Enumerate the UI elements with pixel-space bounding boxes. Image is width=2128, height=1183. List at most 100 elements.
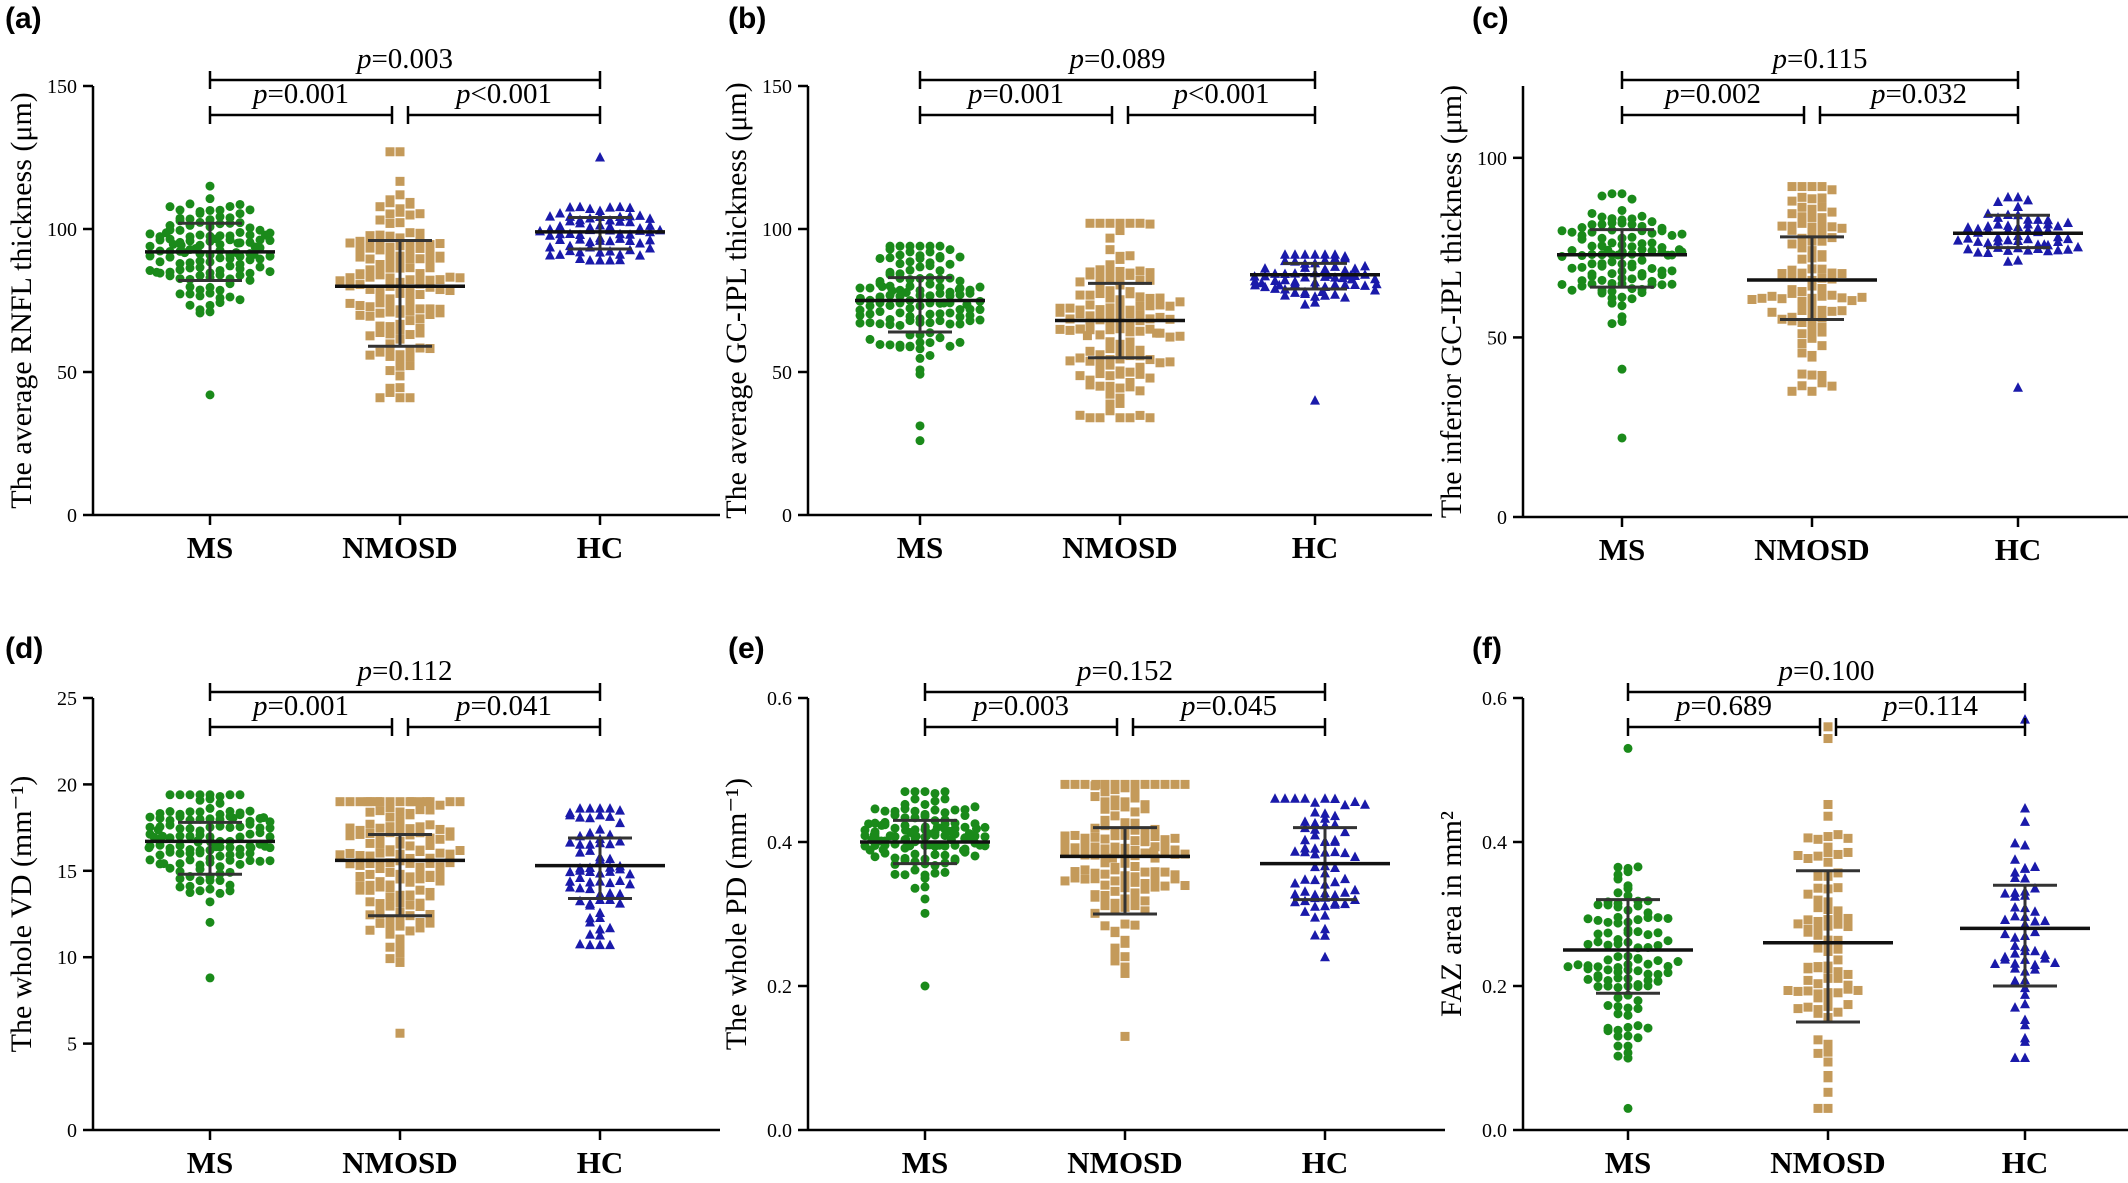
data-point <box>1817 284 1827 294</box>
data-point <box>615 836 625 846</box>
data-point <box>1145 413 1155 423</box>
data-point <box>1160 842 1170 852</box>
data-point <box>1813 1035 1823 1045</box>
data-point <box>250 242 260 252</box>
data-point <box>1175 297 1185 307</box>
data-point <box>970 851 980 861</box>
data-point <box>1110 862 1120 872</box>
data-point <box>2030 916 2040 926</box>
data-point <box>1807 204 1817 214</box>
data-point <box>2010 1002 2020 1012</box>
data-point <box>1607 238 1617 248</box>
data-point <box>1833 955 1843 965</box>
data-point <box>1274 279 1285 290</box>
data-point <box>415 272 425 282</box>
data-point <box>365 254 375 264</box>
data-point <box>355 310 365 320</box>
data-point <box>385 307 395 317</box>
data-point <box>2020 802 2030 813</box>
data-point <box>1797 212 1807 222</box>
data-point <box>1125 327 1135 337</box>
data-point <box>1060 779 1070 789</box>
data-point <box>955 252 965 262</box>
data-point <box>1623 1022 1633 1032</box>
data-point <box>895 320 905 330</box>
data-point <box>245 268 255 278</box>
data-point <box>2013 382 2023 392</box>
data-point <box>175 259 185 269</box>
data-point <box>955 305 965 315</box>
data-point <box>1823 734 1833 744</box>
data-point <box>1340 799 1350 810</box>
data-point <box>415 209 425 219</box>
data-point <box>395 204 405 214</box>
data-point <box>615 249 625 259</box>
data-point <box>365 284 375 294</box>
data-point <box>185 831 195 841</box>
data-point <box>605 939 615 950</box>
y-axis-label: FAZ area in mm² <box>1435 811 1468 1017</box>
data-point <box>1105 273 1115 283</box>
data-point <box>1567 285 1577 295</box>
data-point <box>575 839 585 849</box>
data-point <box>1823 1070 1833 1080</box>
data-point <box>195 230 205 240</box>
data-point <box>355 236 365 246</box>
data-point <box>405 926 415 936</box>
data-point <box>1160 848 1170 858</box>
data-point <box>1843 847 1853 857</box>
data-point <box>425 891 435 901</box>
data-point <box>1803 889 1813 899</box>
data-point <box>1085 375 1095 385</box>
y-tick-label: 0 <box>1497 507 1507 529</box>
data-point <box>435 285 445 295</box>
data-point <box>395 807 405 817</box>
data-point <box>1310 829 1320 840</box>
data-point <box>1090 832 1100 842</box>
data-point <box>1110 886 1120 896</box>
data-point <box>2020 989 2030 999</box>
data-point <box>2010 872 2020 883</box>
data-point <box>1787 272 1797 282</box>
data-point <box>385 383 395 393</box>
data-point <box>1583 974 1593 984</box>
data-point <box>215 205 225 215</box>
data-point <box>1300 886 1310 896</box>
data-point <box>415 862 425 872</box>
series-nmosd <box>1055 218 1185 423</box>
data-point <box>1627 232 1637 242</box>
data-point <box>645 220 655 230</box>
data-point <box>1597 275 1607 285</box>
data-point <box>435 253 445 263</box>
data-point <box>2010 854 2020 864</box>
data-point <box>175 882 185 892</box>
data-point <box>2020 816 2030 826</box>
data-point <box>1823 811 1833 821</box>
data-point <box>165 221 175 231</box>
data-point <box>905 303 915 313</box>
data-point <box>1110 876 1120 886</box>
data-point <box>385 929 395 939</box>
data-point <box>445 858 455 868</box>
data-point <box>1115 251 1125 261</box>
data-point <box>585 939 595 950</box>
data-point <box>2003 191 2013 202</box>
data-point <box>1155 358 1165 368</box>
data-point <box>1817 341 1827 351</box>
data-point <box>1115 383 1125 393</box>
data-point <box>245 856 255 866</box>
data-point <box>415 845 425 855</box>
x-tick-label-ms: MS <box>1605 1145 1652 1180</box>
data-point <box>1337 272 1348 283</box>
data-point <box>233 238 243 248</box>
data-point <box>1813 1103 1823 1113</box>
data-point <box>1095 355 1105 365</box>
data-point <box>1149 847 1159 857</box>
data-point <box>1637 211 1647 221</box>
data-point <box>259 813 269 823</box>
data-point <box>1853 985 1863 995</box>
data-point <box>1090 842 1100 852</box>
data-point <box>1833 849 1843 859</box>
data-point <box>1070 867 1080 877</box>
data-point <box>235 295 245 305</box>
